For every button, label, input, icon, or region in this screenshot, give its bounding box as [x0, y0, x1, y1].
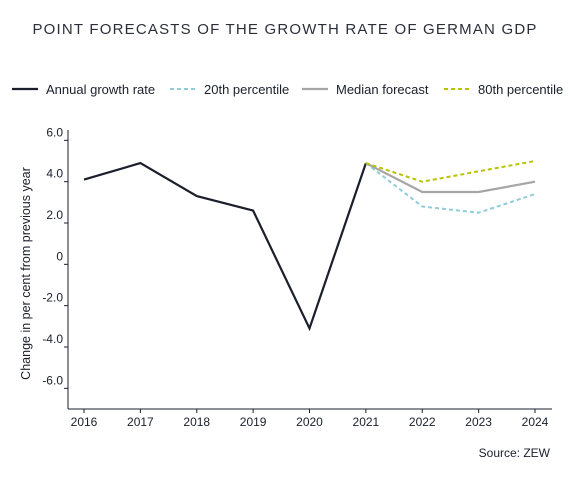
- legend-item-80th-percentile: 80th percentile: [444, 80, 563, 98]
- x-tick-label: 2018: [183, 415, 210, 429]
- y-tick-label: -6.0: [42, 373, 63, 387]
- chart-title: POINT FORECASTS OF THE GROWTH RATE OF GE…: [32, 21, 538, 38]
- y-axis-title: Change in per cent from previous year: [19, 167, 33, 380]
- legend-item-median-forecast: Median forecast: [302, 80, 429, 98]
- legend-swatch-80th-percentile: [444, 88, 470, 90]
- legend-label: 20th percentile: [204, 81, 290, 97]
- x-tick-label: 2021: [353, 415, 380, 429]
- y-tick-label: -4.0: [42, 332, 63, 346]
- x-tick-label: 2024: [522, 415, 549, 429]
- legend-label: 80th percentile: [478, 81, 564, 97]
- legend-item-annual-growth-rate: Annual growth rate: [12, 80, 155, 98]
- y-tick-label: 6.0: [46, 125, 63, 139]
- legend-swatch-20th-percentile: [170, 88, 196, 90]
- legend-swatch-annual-growth-rate: [12, 87, 38, 91]
- y-tick-label: 4.0: [46, 167, 63, 181]
- series-line-median-forecast: [365, 162, 536, 194]
- x-tick-label: 2020: [296, 415, 323, 429]
- legend: Annual growth rate 20th percentile Media…: [12, 80, 563, 98]
- y-tick-label: 2.0: [46, 208, 63, 222]
- x-tick-label: 2023: [465, 415, 492, 429]
- x-tick-label: 2019: [240, 415, 267, 429]
- y-tick-label: 0: [56, 249, 63, 263]
- x-tick-label: 2017: [127, 415, 154, 429]
- legend-item-20th-percentile: 20th percentile: [170, 80, 289, 98]
- series-line-80th-percentile: [365, 160, 536, 183]
- series-line-20th-percentile: [365, 162, 536, 214]
- x-tick-label: 2016: [71, 415, 98, 429]
- series-line-annual-growth-rate: [83, 161, 367, 332]
- legend-label: Annual growth rate: [46, 81, 156, 97]
- x-tick-label: 2022: [409, 415, 436, 429]
- legend-label: Median forecast: [336, 81, 429, 97]
- legend-swatch-median-forecast: [302, 87, 328, 91]
- y-tick-label: -2.0: [42, 291, 63, 305]
- source-note: Source: ZEW: [478, 446, 550, 460]
